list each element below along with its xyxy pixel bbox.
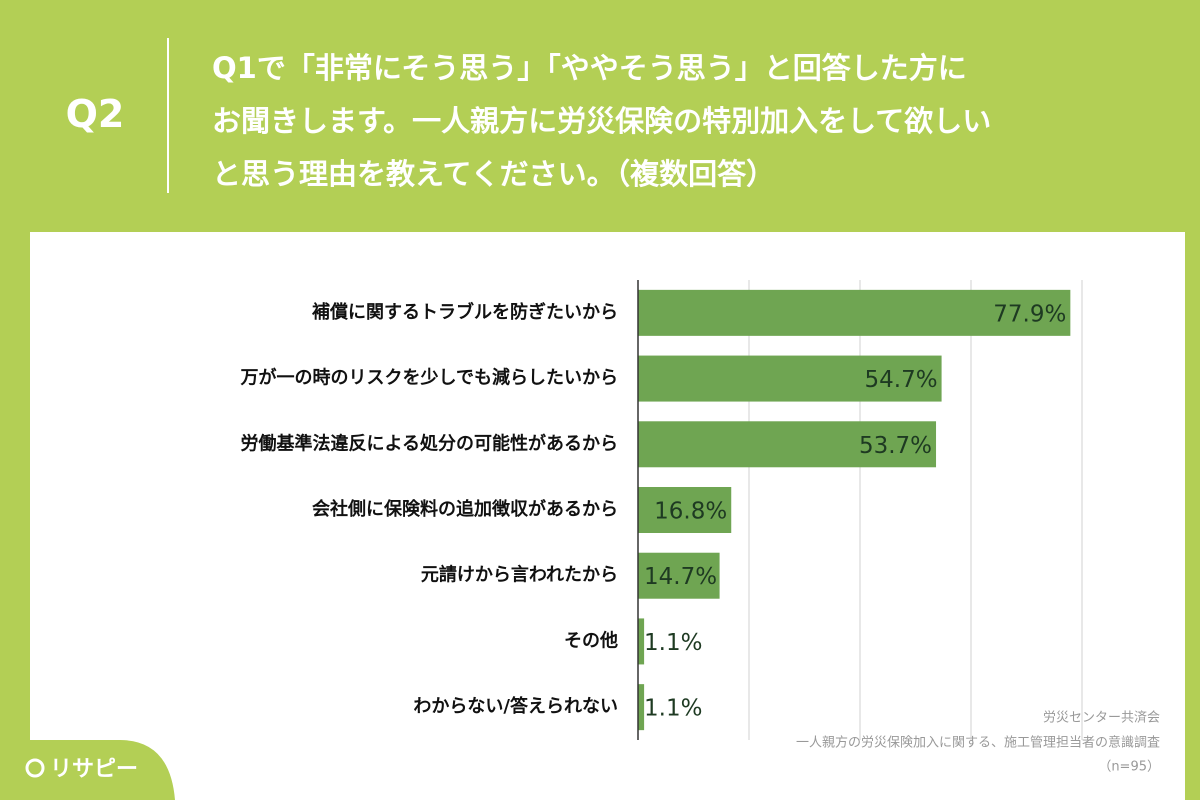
value-label: 14.7% <box>644 564 717 590</box>
question-title: Q1で「非常にそう思う」「ややそう思う」と回答した方に お聞きします。一人親方に… <box>212 42 991 201</box>
divider <box>167 38 169 193</box>
value-label: 1.1% <box>644 696 702 722</box>
logo-icon <box>25 758 45 778</box>
source: 労災センター共済会 <box>1043 710 1160 726</box>
bar <box>638 684 645 731</box>
category-label: わからない/答えられない <box>413 695 618 717</box>
title-line: と思う理由を教えてください。（複数回答） <box>212 157 776 191</box>
source: （n=95） <box>1098 760 1160 775</box>
logo-badge <box>0 740 175 800</box>
value-label: 54.7% <box>865 367 938 393</box>
bar <box>638 552 720 599</box>
category-label: 労働基準法違反による処分の可能性があるから <box>241 432 618 454</box>
bar <box>638 618 645 665</box>
category-label: 万が一の時のリスクを少しでも減らしたいから <box>240 367 618 389</box>
value-label: 53.7% <box>859 433 932 459</box>
value-label: 77.9% <box>993 301 1066 327</box>
bar <box>638 289 1071 336</box>
logo: リサピー <box>50 757 138 782</box>
value-label: 16.8% <box>654 499 727 525</box>
question-number: Q2 <box>65 92 125 136</box>
bar <box>638 421 937 468</box>
bar <box>638 487 732 533</box>
category-label: 会社側に保険料の追加徴収があるから <box>312 498 618 520</box>
title-line: お聞きします。一人親方に労災保険の特別加入をして欲しい <box>212 104 992 138</box>
category-label: 元請けから言われたから <box>421 564 618 586</box>
source: 一人親方の労災保険加入に関する、施工管理担当者の意識調査 <box>796 735 1160 751</box>
value-label: 1.1% <box>644 630 702 656</box>
bar <box>638 355 942 402</box>
title-line: Q1で「非常にそう思う」「ややそう思う」と回答した方に <box>212 51 967 85</box>
category-label: 補償に関するトラブルを防ぎたいから <box>311 301 618 323</box>
category-label: その他 <box>564 629 618 651</box>
